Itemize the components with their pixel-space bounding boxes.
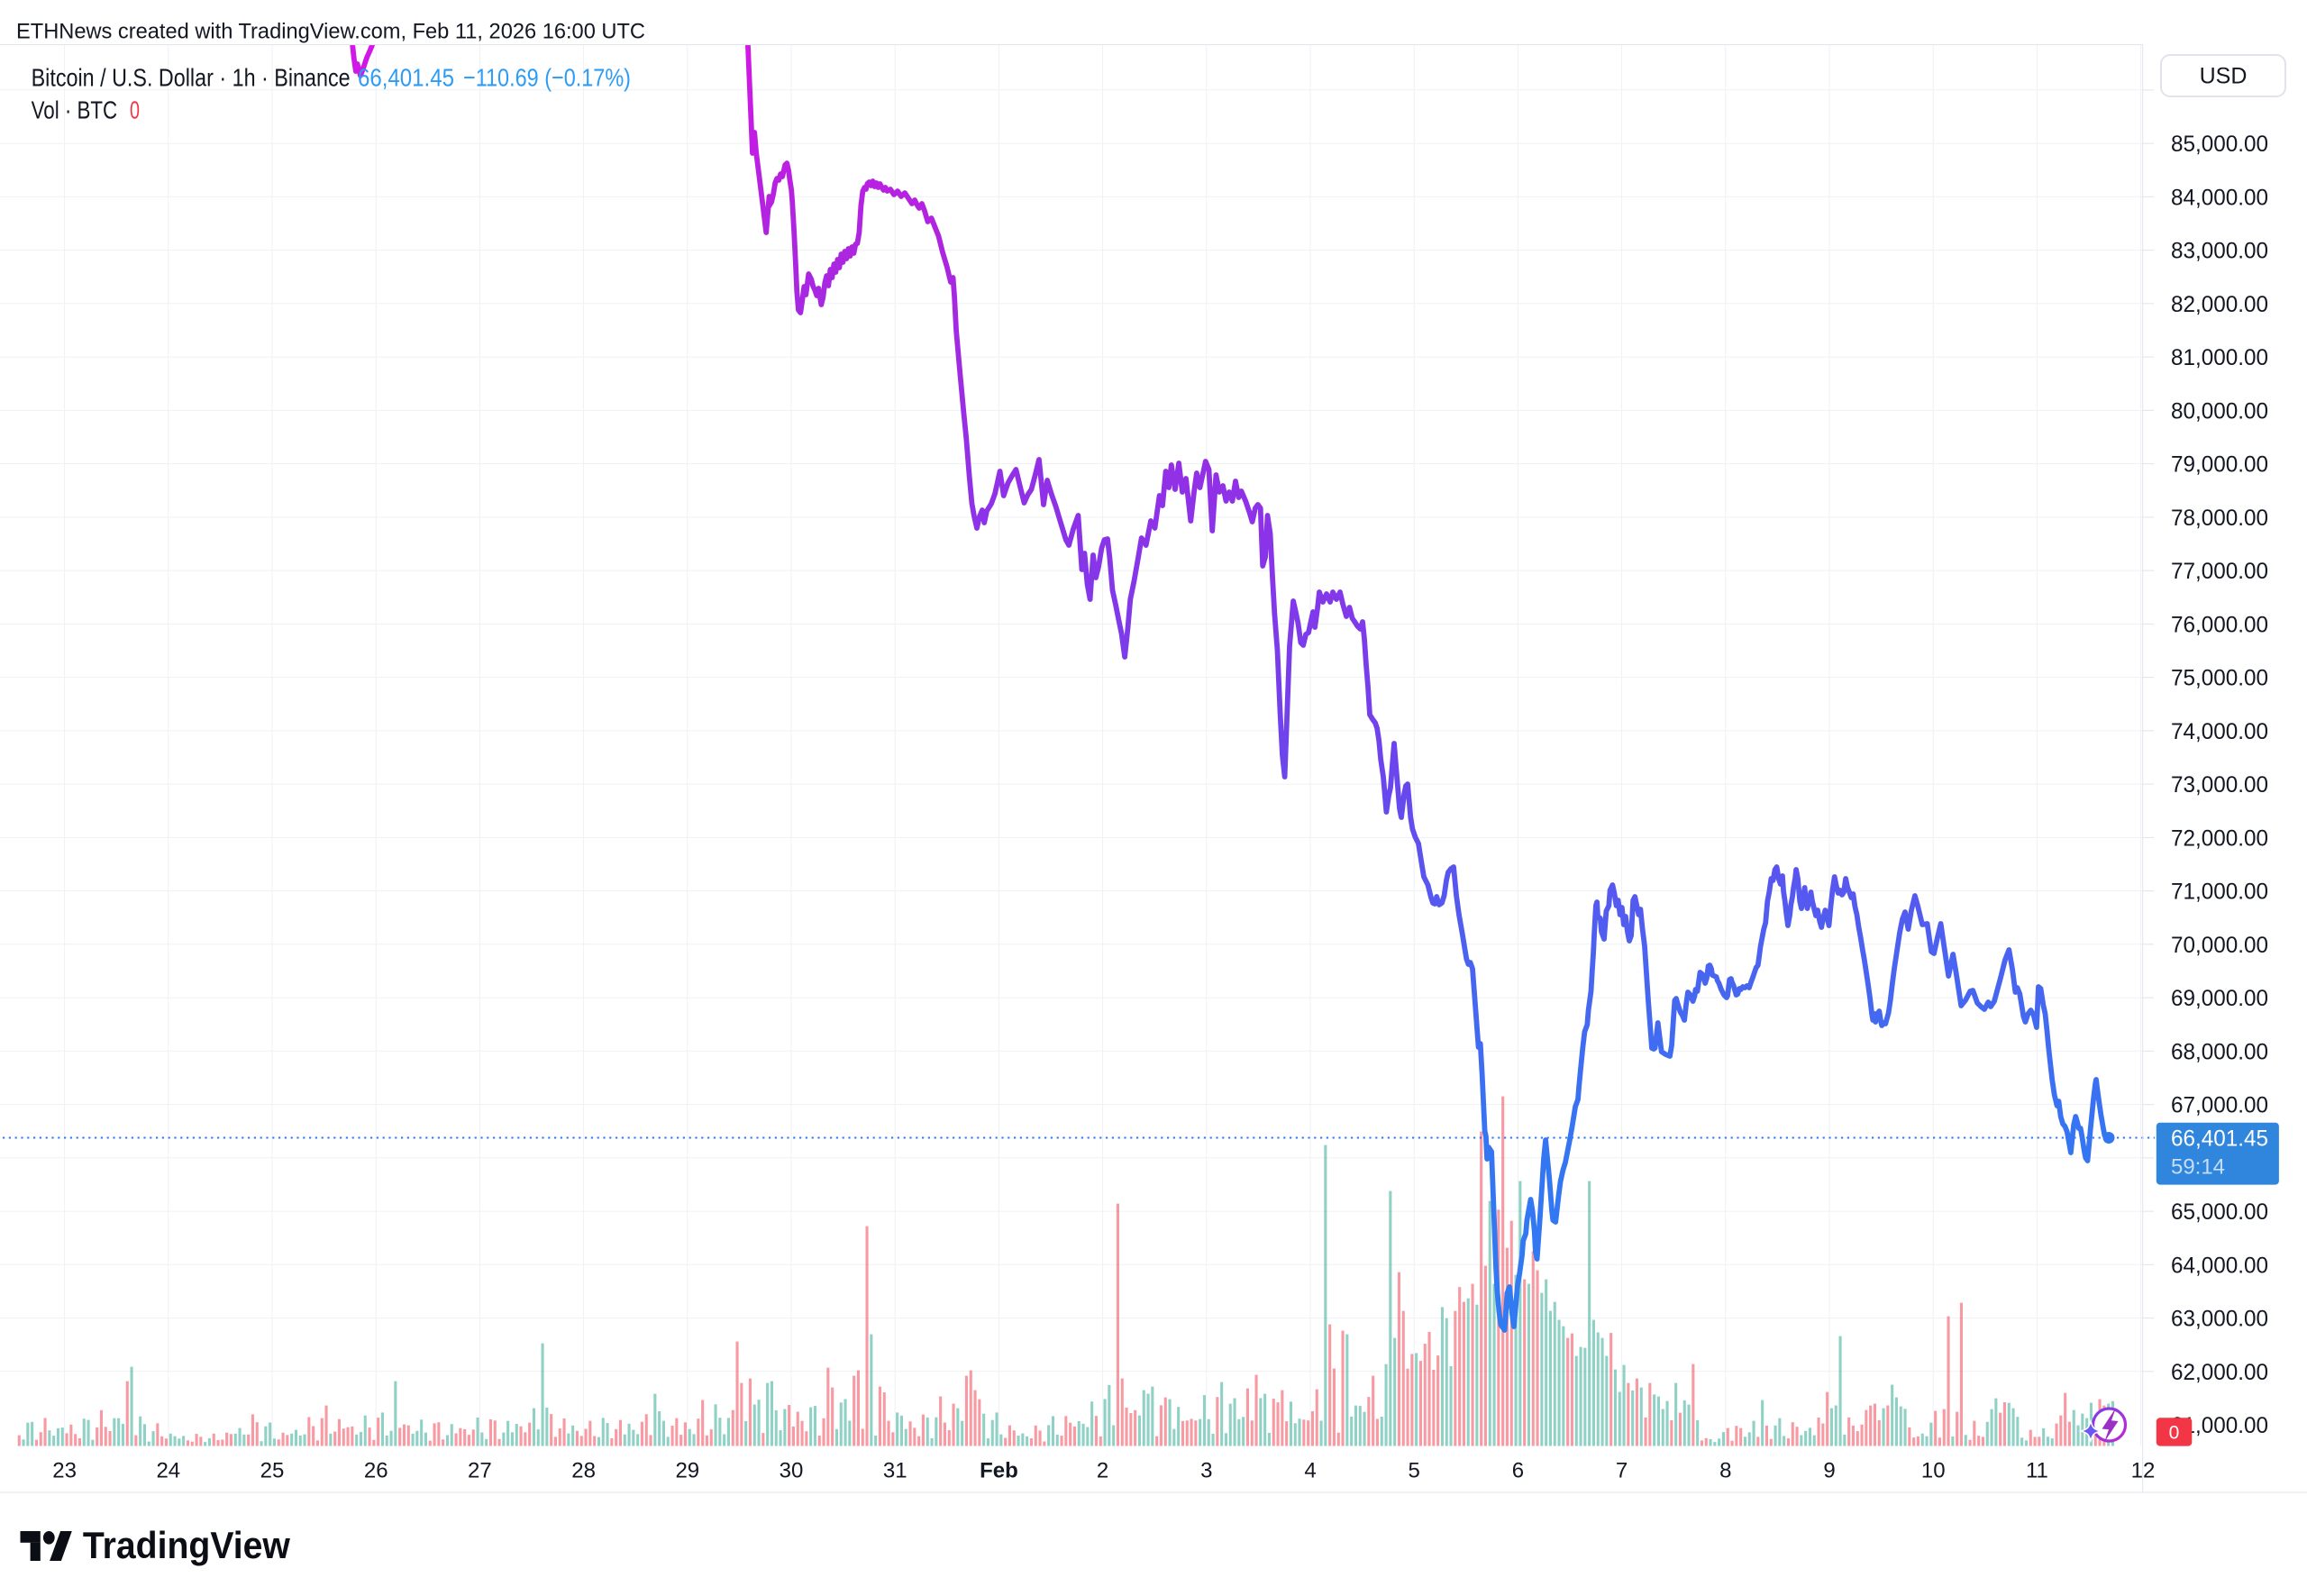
svg-text:31: 31 — [883, 1459, 907, 1483]
svg-text:4: 4 — [1304, 1459, 1316, 1483]
svg-text:76,000.00: 76,000.00 — [2171, 612, 2268, 637]
svg-text:64,000.00: 64,000.00 — [2171, 1253, 2268, 1278]
svg-text:7: 7 — [1616, 1459, 1628, 1483]
svg-text:TradingView: TradingView — [83, 1524, 290, 1566]
svg-text:28: 28 — [571, 1459, 596, 1483]
svg-text:9: 9 — [1823, 1459, 1835, 1483]
svg-text:26: 26 — [364, 1459, 388, 1483]
svg-text:5: 5 — [1409, 1459, 1420, 1483]
svg-text:81,000.00: 81,000.00 — [2171, 345, 2268, 370]
svg-text:72,000.00: 72,000.00 — [2171, 825, 2268, 851]
svg-text:66,401.45: 66,401.45 — [2171, 1126, 2268, 1152]
svg-text:69,000.00: 69,000.00 — [2171, 986, 2268, 1011]
svg-text:−110.69 (−0.17%): −110.69 (−0.17%) — [463, 64, 631, 92]
svg-text:80,000.00: 80,000.00 — [2171, 398, 2268, 424]
svg-text:59:14: 59:14 — [2171, 1155, 2225, 1180]
svg-text:11: 11 — [2026, 1459, 2048, 1483]
svg-text:74,000.00: 74,000.00 — [2171, 719, 2268, 744]
svg-text:0: 0 — [130, 96, 140, 124]
svg-text:6: 6 — [1512, 1459, 1524, 1483]
svg-text:71,000.00: 71,000.00 — [2171, 880, 2268, 905]
svg-text:83,000.00: 83,000.00 — [2171, 239, 2268, 264]
svg-text:85,000.00: 85,000.00 — [2171, 132, 2268, 157]
svg-text:ETHNews created with TradingVi: ETHNews created with TradingView.com, Fe… — [16, 19, 645, 43]
svg-text:63,000.00: 63,000.00 — [2171, 1307, 2268, 1332]
svg-text:70,000.00: 70,000.00 — [2171, 933, 2268, 958]
svg-text:68,000.00: 68,000.00 — [2171, 1039, 2268, 1064]
svg-text:82,000.00: 82,000.00 — [2171, 292, 2268, 317]
svg-text:Bitcoin / U.S. Dollar · 1h · B: Bitcoin / U.S. Dollar · 1h · Binance — [32, 64, 351, 92]
svg-text:12: 12 — [2131, 1459, 2156, 1483]
svg-text:78,000.00: 78,000.00 — [2171, 506, 2268, 531]
svg-text:75,000.00: 75,000.00 — [2171, 666, 2268, 691]
svg-text:77,000.00: 77,000.00 — [2171, 559, 2268, 584]
svg-text:2: 2 — [1097, 1459, 1108, 1483]
svg-text:27: 27 — [468, 1459, 492, 1483]
svg-text:67,000.00: 67,000.00 — [2171, 1093, 2268, 1118]
svg-text:Vol · BTC: Vol · BTC — [32, 96, 118, 124]
svg-text:65,000.00: 65,000.00 — [2171, 1199, 2268, 1225]
svg-text:73,000.00: 73,000.00 — [2171, 772, 2268, 798]
svg-text:23: 23 — [52, 1459, 77, 1483]
svg-text:3: 3 — [1200, 1459, 1212, 1483]
svg-text:Feb: Feb — [980, 1459, 1018, 1483]
svg-text:84,000.00: 84,000.00 — [2171, 185, 2268, 210]
svg-text:USD: USD — [2200, 64, 2248, 89]
svg-text:0: 0 — [2169, 1423, 2180, 1444]
svg-text:8: 8 — [1719, 1459, 1731, 1483]
svg-text:66,401.45: 66,401.45 — [358, 64, 454, 92]
svg-text:10: 10 — [1921, 1459, 1946, 1483]
svg-text:24: 24 — [156, 1459, 180, 1483]
svg-text:29: 29 — [675, 1459, 699, 1483]
svg-text:30: 30 — [780, 1459, 804, 1483]
svg-text:62,000.00: 62,000.00 — [2171, 1360, 2268, 1385]
svg-text:25: 25 — [260, 1459, 285, 1483]
svg-text:79,000.00: 79,000.00 — [2171, 452, 2268, 478]
